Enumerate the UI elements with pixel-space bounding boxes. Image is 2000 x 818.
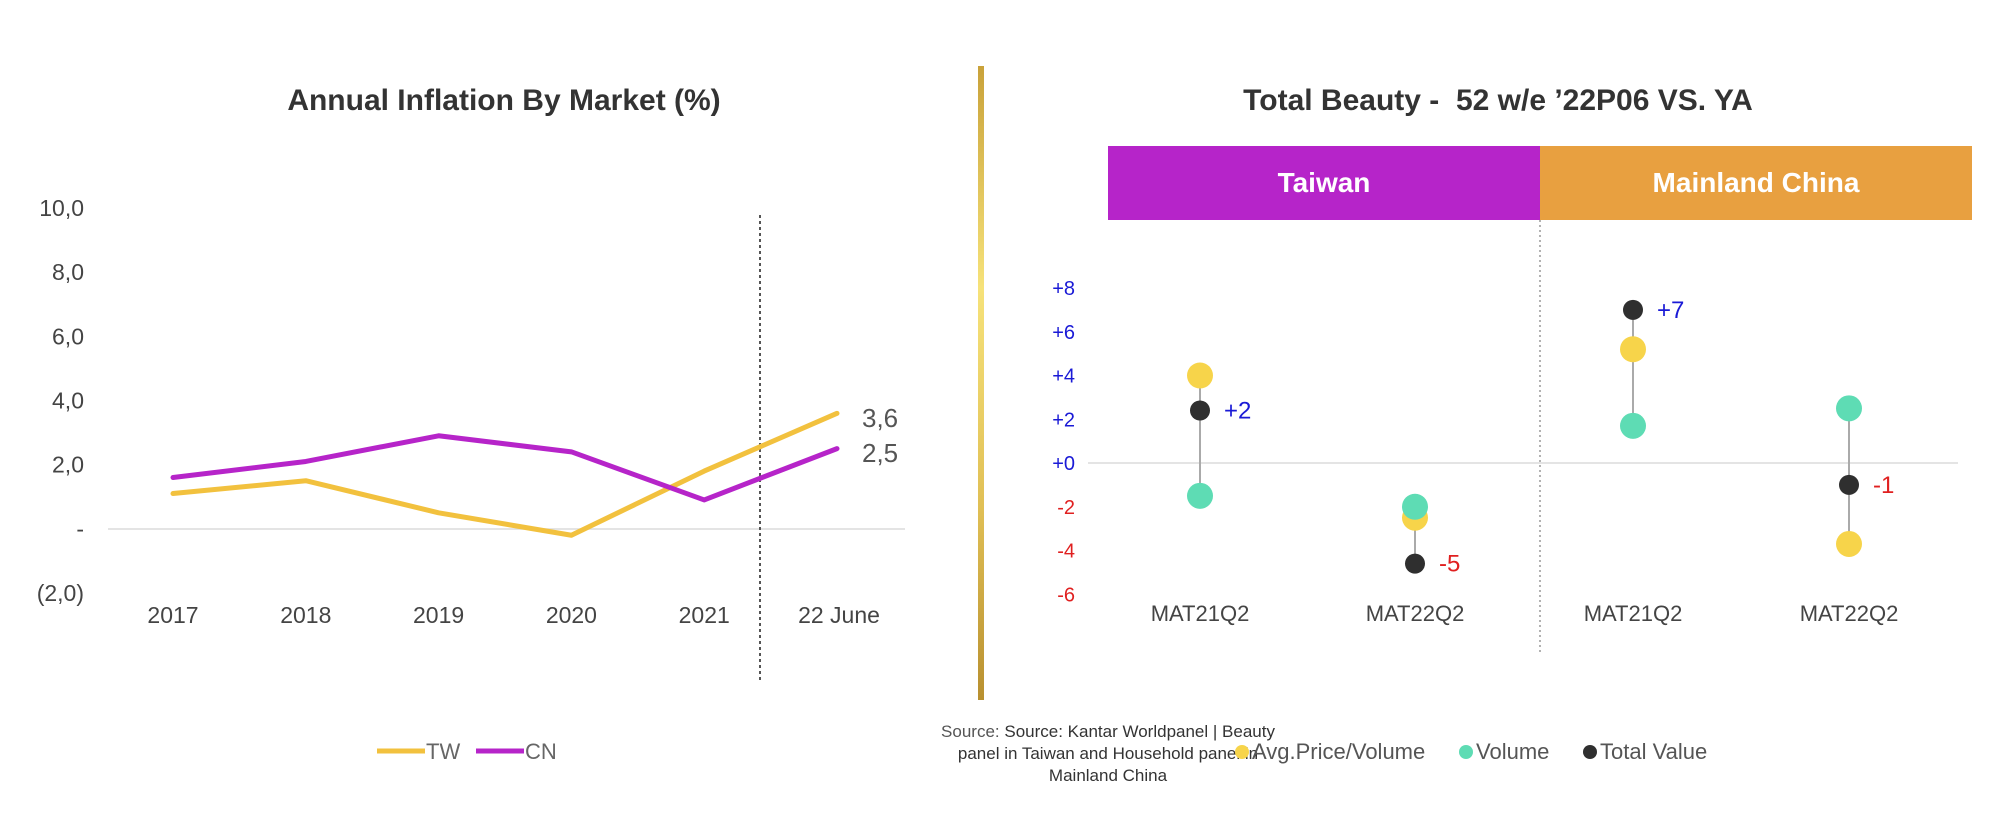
legend-price-label: Avg.Price/Volume bbox=[1252, 739, 1425, 764]
total-value-point bbox=[1405, 553, 1425, 574]
volume-point bbox=[1187, 482, 1213, 509]
right-y-tick-label: +4 bbox=[1052, 366, 1075, 388]
left-x-tick-label: 2017 bbox=[147, 602, 198, 628]
legend-tw-label: TW bbox=[426, 739, 460, 764]
avg-price-volume-point bbox=[1836, 530, 1862, 557]
legend-total-swatch bbox=[1583, 745, 1597, 759]
total-value-point bbox=[1839, 474, 1859, 495]
right-x-axis: MAT21Q2 MAT22Q2 MAT21Q2 MAT22Q2 bbox=[1151, 601, 1899, 626]
total-value-point bbox=[1190, 400, 1210, 421]
tw-line bbox=[170, 410, 840, 538]
left-y-tick-label: (2,0) bbox=[37, 580, 84, 606]
legend-total-label: Total Value bbox=[1600, 739, 1707, 764]
left-x-axis: 2017 2018 2019 2020 2021 22 June bbox=[147, 602, 880, 628]
left-x-tick-label: 22 June bbox=[798, 602, 880, 628]
right-y-tick-label: +6 bbox=[1052, 322, 1075, 344]
volume-point bbox=[1836, 395, 1862, 422]
right-x-tick-label: MAT22Q2 bbox=[1800, 601, 1899, 626]
right-y-tick-label: +2 bbox=[1052, 409, 1075, 431]
left-x-tick-label: 2020 bbox=[546, 602, 597, 628]
left-legend: TW CN bbox=[377, 739, 557, 764]
legend-volume-swatch bbox=[1459, 745, 1473, 759]
legend-cn-label: CN bbox=[525, 739, 557, 764]
source-line-3: Mainland China bbox=[1049, 766, 1168, 785]
right-series bbox=[1187, 299, 1862, 574]
left-chart-title: Annual Inflation By Market (%) bbox=[287, 84, 720, 117]
left-x-tick-label: 2021 bbox=[679, 602, 730, 628]
left-y-tick-label: 10,0 bbox=[39, 195, 84, 221]
left-x-tick-label: 2019 bbox=[413, 602, 464, 628]
right-y-tick-label: -6 bbox=[1057, 584, 1075, 606]
total-value-point bbox=[1623, 299, 1643, 320]
legend-volume-label: Volume bbox=[1476, 739, 1549, 764]
right-y-tick-label: -4 bbox=[1057, 541, 1075, 563]
tw-end-label: 3,6 bbox=[862, 403, 898, 433]
left-y-tick-label: 4,0 bbox=[52, 388, 84, 414]
total-value-label: -5 bbox=[1439, 551, 1460, 578]
cn-end-label: 2,5 bbox=[862, 438, 898, 468]
right-chart-title: Total Beauty - 52 w/e ’22P06 VS. YA bbox=[1243, 84, 1753, 117]
source-line-1: Source: Source: Kantar Worldpanel | Beau… bbox=[941, 722, 1275, 741]
volume-point bbox=[1620, 412, 1646, 439]
legend-price-swatch bbox=[1235, 745, 1249, 759]
source-line-2: panel in Taiwan and Household panel in bbox=[958, 744, 1258, 763]
source-prefix: Source: bbox=[941, 722, 1004, 741]
source-note: Source: Source: Kantar Worldpanel | Beau… bbox=[941, 722, 1275, 785]
left-y-tick-label: 2,0 bbox=[52, 452, 84, 478]
right-value-labels: +2 -5 +7 -1 bbox=[1224, 297, 1894, 578]
left-series bbox=[170, 410, 840, 538]
right-x-tick-label: MAT21Q2 bbox=[1584, 601, 1683, 626]
left-y-axis: 10,0 8,0 6,0 4,0 2,0 - (2,0) bbox=[37, 195, 84, 606]
left-y-tick-label: 6,0 bbox=[52, 323, 84, 349]
mainland-china-header bbox=[1540, 146, 1972, 220]
avg-price-volume-point bbox=[1187, 362, 1213, 389]
left-y-tick-label: 8,0 bbox=[52, 259, 84, 285]
right-y-tick-label: -2 bbox=[1057, 497, 1075, 519]
taiwan-header-label: Taiwan bbox=[1278, 167, 1371, 198]
mainland-china-header-label: Mainland China bbox=[1653, 167, 1860, 198]
total-value-label: +2 bbox=[1224, 398, 1251, 425]
left-x-tick-label: 2018 bbox=[280, 602, 331, 628]
total-value-label: +7 bbox=[1657, 297, 1684, 324]
volume-point bbox=[1402, 493, 1428, 520]
cn-line bbox=[170, 433, 840, 503]
avg-price-volume-point bbox=[1620, 336, 1646, 363]
right-y-axis: +8 +6 +4 +2 +0 -2 -4 -6 bbox=[1052, 278, 1075, 606]
right-y-tick-label: +8 bbox=[1052, 278, 1075, 300]
right-legend: Avg.Price/Volume Volume Total Value bbox=[1235, 739, 1707, 764]
right-y-tick-label: +0 bbox=[1052, 453, 1075, 475]
center-divider bbox=[978, 66, 984, 700]
left-y-tick-label: - bbox=[76, 516, 84, 542]
source-line-1-text: Source: Kantar Worldpanel | Beauty bbox=[1004, 722, 1275, 741]
right-x-tick-label: MAT21Q2 bbox=[1151, 601, 1250, 626]
right-x-tick-label: MAT22Q2 bbox=[1366, 601, 1465, 626]
total-value-label: -1 bbox=[1873, 472, 1894, 499]
taiwan-header bbox=[1108, 146, 1540, 220]
